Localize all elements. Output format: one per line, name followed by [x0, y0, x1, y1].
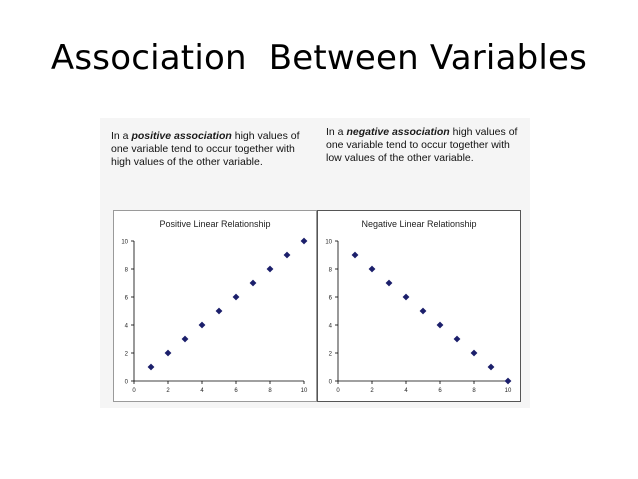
data-point	[215, 307, 223, 315]
y-tick-label: 0	[125, 380, 129, 386]
chart-title: Positive Linear Relationship	[159, 219, 271, 229]
association-figure: In a positive association high values of…	[100, 118, 530, 408]
data-point	[487, 363, 495, 371]
y-tick-label: 10	[121, 240, 128, 246]
data-point	[147, 363, 155, 371]
negative-chart-panel: Negative Linear Relationship 0 2 4 6 8 10 0 2 4 6…	[317, 210, 521, 402]
data-point	[436, 321, 444, 329]
data-point	[351, 251, 359, 259]
x-tick-label: 8	[472, 388, 476, 394]
chart-title: Negative Linear Relationship	[361, 219, 477, 229]
data-point	[402, 293, 410, 301]
x-tick-label: 10	[505, 388, 512, 394]
data-point	[249, 279, 257, 287]
y-tick-label: 2	[125, 352, 129, 358]
positive-chart-panel: Positive Linear Relationship 0 2 4 6 8 10 0 2 4 6…	[113, 210, 317, 402]
y-tick-label: 2	[329, 352, 333, 358]
caption-prefix: In a	[326, 126, 347, 138]
y-tick-label: 6	[329, 296, 333, 302]
data-point	[283, 251, 291, 259]
data-point	[232, 293, 240, 301]
y-tick-label: 10	[325, 240, 332, 246]
positive-association-caption: In a positive association high values of…	[111, 130, 316, 169]
slide-title: Association Between Variables	[50, 38, 588, 78]
data-point	[419, 307, 427, 315]
y-tick-label: 4	[329, 324, 333, 330]
data-point	[453, 335, 461, 343]
data-point	[198, 321, 206, 329]
data-point	[368, 265, 376, 273]
caption-suffix: high values of one variable tend to occu…	[326, 126, 518, 164]
y-tick-label: 8	[125, 268, 129, 274]
x-tick-label: 2	[370, 388, 374, 394]
data-point	[266, 265, 274, 273]
y-tick-label: 6	[125, 296, 129, 302]
caption-prefix: In a	[111, 130, 132, 142]
data-point	[181, 335, 189, 343]
x-tick-label: 10	[301, 388, 308, 394]
x-tick-label: 2	[166, 388, 170, 394]
y-tick-label: 0	[329, 380, 333, 386]
x-tick-label: 4	[404, 388, 408, 394]
x-tick-label: 4	[200, 388, 204, 394]
data-point	[164, 349, 172, 357]
data-point	[385, 279, 393, 287]
caption-suffix: high values of one variable tend to occu…	[111, 130, 300, 168]
data-point	[470, 349, 478, 357]
y-tick-label: 8	[329, 268, 333, 274]
x-tick-label: 6	[438, 388, 442, 394]
caption-emphasis: negative association	[346, 126, 450, 138]
data-point	[300, 237, 308, 245]
caption-emphasis: positive association	[131, 130, 232, 142]
positive-scatter-plot: 0 2 4 6 8 10 0 2 4 6 8 10	[121, 237, 308, 394]
y-tick-label: 4	[125, 324, 129, 330]
negative-association-caption: In a negative association high values of…	[326, 126, 526, 165]
negative-scatter-plot: 0 2 4 6 8 10 0 2 4 6 8 10	[325, 240, 512, 395]
x-tick-label: 8	[268, 388, 272, 394]
x-tick-label: 6	[234, 388, 238, 394]
x-tick-label: 0	[336, 388, 340, 394]
data-point	[504, 377, 512, 385]
x-tick-label: 0	[132, 388, 136, 394]
